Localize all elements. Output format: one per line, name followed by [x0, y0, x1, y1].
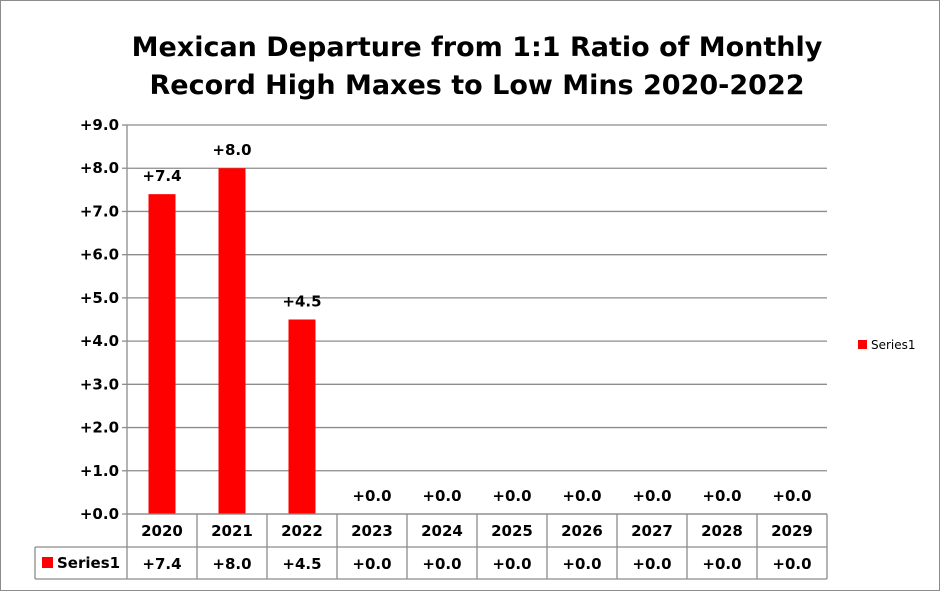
- data-label-2020: +7.4: [142, 167, 181, 185]
- table-value-2028: +0.0: [702, 555, 741, 573]
- legend-key: [858, 340, 867, 349]
- data-label-2021: +8.0: [212, 141, 251, 159]
- table-series-label: Series1: [57, 554, 120, 572]
- data-label-2029: +0.0: [772, 487, 811, 505]
- x-tick-label-2025: 2025: [491, 522, 533, 540]
- y-tick-label: +4.0: [80, 332, 119, 350]
- table-value-2020: +7.4: [142, 555, 181, 573]
- x-tick-label-2029: 2029: [771, 522, 813, 540]
- data-label-2023: +0.0: [352, 487, 391, 505]
- chart-title-line-2: Record High Maxes to Low Mins 2020-2022: [149, 70, 804, 101]
- y-tick-label: +9.0: [80, 116, 119, 134]
- data-label-2028: +0.0: [702, 487, 741, 505]
- data-label-2027: +0.0: [632, 487, 671, 505]
- y-tick-label: +1.0: [80, 462, 119, 480]
- data-label-2022: +4.5: [282, 293, 321, 311]
- x-tick-label-2026: 2026: [561, 522, 603, 540]
- table-value-2023: +0.0: [352, 555, 391, 573]
- bar-2022: [288, 319, 316, 514]
- x-tick-label-2020: 2020: [141, 522, 183, 540]
- x-tick-label-2022: 2022: [281, 522, 323, 540]
- y-tick-label: +7.0: [80, 202, 119, 220]
- table-legend-key: [42, 557, 53, 568]
- chart-title-line-1: Mexican Departure from 1:1 Ratio of Mont…: [132, 32, 823, 63]
- y-tick-label: +0.0: [80, 505, 119, 523]
- table-value-2025: +0.0: [492, 555, 531, 573]
- data-label-2026: +0.0: [562, 487, 601, 505]
- x-tick-label-2027: 2027: [631, 522, 673, 540]
- data-label-2024: +0.0: [422, 487, 461, 505]
- x-tick-label-2023: 2023: [351, 522, 393, 540]
- x-tick-label-2024: 2024: [421, 522, 463, 540]
- table-value-2022: +4.5: [282, 555, 321, 573]
- table-value-2027: +0.0: [632, 555, 671, 573]
- table-value-2029: +0.0: [772, 555, 811, 573]
- y-tick-label: +3.0: [80, 375, 119, 393]
- y-tick-label: +6.0: [80, 246, 119, 264]
- bar-2020: [148, 194, 176, 514]
- table-value-2021: +8.0: [212, 555, 251, 573]
- table-value-2024: +0.0: [422, 555, 461, 573]
- legend-entry: Series1: [871, 338, 916, 352]
- x-tick-label-2021: 2021: [211, 522, 253, 540]
- y-tick-label: +2.0: [80, 419, 119, 437]
- y-tick-label: +5.0: [80, 289, 119, 307]
- bar-2021: [218, 168, 246, 514]
- y-tick-label: +8.0: [80, 159, 119, 177]
- table-value-2026: +0.0: [562, 555, 601, 573]
- data-label-2025: +0.0: [492, 487, 531, 505]
- x-tick-label-2028: 2028: [701, 522, 743, 540]
